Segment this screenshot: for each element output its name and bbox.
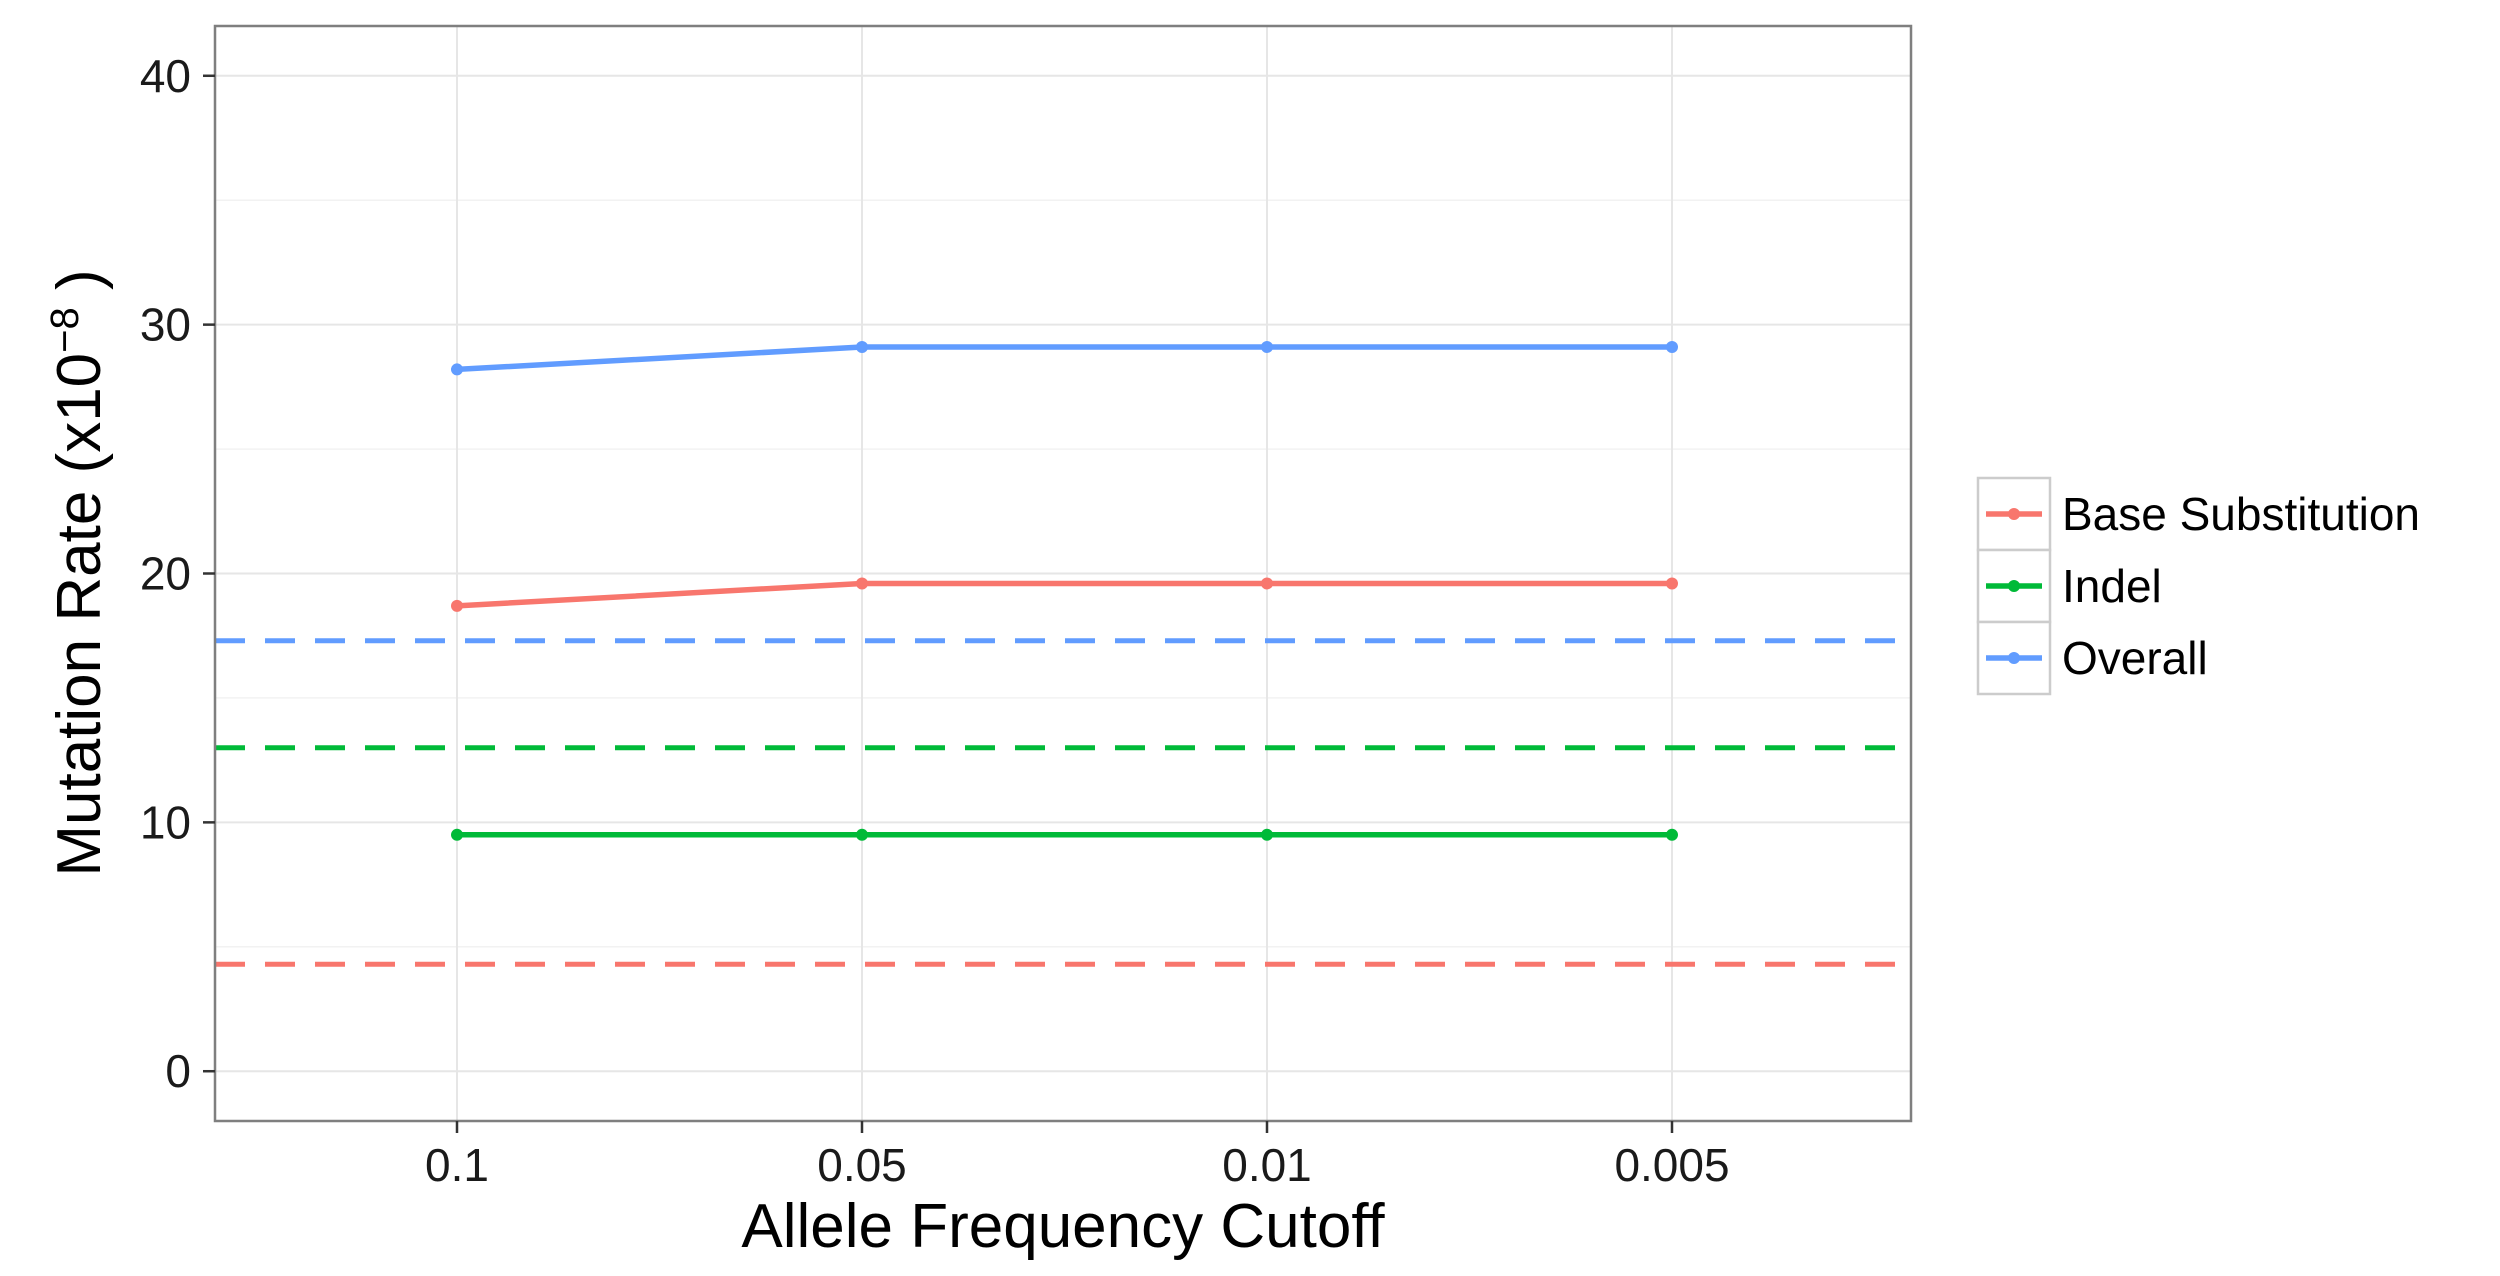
data-point — [451, 599, 463, 612]
data-point — [856, 828, 868, 841]
legend-label: Base Substitution — [2062, 488, 2420, 540]
legend-label: Overall — [2062, 632, 2208, 684]
y-tick-label: 20 — [140, 548, 191, 600]
y-axis-title-exponent: −8 — [43, 307, 87, 353]
data-point — [1261, 341, 1273, 354]
y-tick-label: 40 — [140, 50, 191, 102]
data-point — [856, 577, 868, 590]
data-point — [451, 828, 463, 841]
y-tick-label: 10 — [140, 796, 191, 848]
major-gridlines — [215, 26, 1911, 1121]
x-tick-label: 0.005 — [1614, 1139, 1729, 1191]
reference-lines — [215, 638, 1911, 967]
y-tick-label: 30 — [140, 299, 191, 351]
series-line — [456, 580, 1672, 609]
series-points — [451, 341, 1678, 841]
data-point — [451, 363, 463, 376]
legend-key-point — [2008, 652, 2020, 664]
x-tick-label: 0.01 — [1222, 1139, 1312, 1191]
series-lines — [456, 344, 1672, 838]
legend-key-point — [2008, 508, 2020, 520]
legend-label: Indel — [2062, 560, 2162, 612]
data-point — [1261, 828, 1273, 841]
y-axis-title-main: Mutation Rate (x10 — [45, 353, 114, 877]
legend-key-point — [2008, 580, 2020, 592]
data-point — [1666, 577, 1678, 590]
y-axis: 0 10 20 30 40 — [140, 50, 215, 1097]
data-point — [1261, 577, 1273, 590]
series-line — [456, 344, 1672, 373]
legend: Base Substitution Indel Overall — [1976, 476, 2420, 696]
y-tick-label: 0 — [165, 1045, 191, 1097]
data-point — [1666, 341, 1678, 354]
minor-gridlines — [215, 199, 1911, 948]
x-axis: 0.1 0.05 0.01 0.005 — [425, 1121, 1730, 1191]
x-tick-label: 0.1 — [425, 1139, 489, 1191]
data-point — [1666, 828, 1678, 841]
x-tick-label: 0.05 — [817, 1139, 907, 1191]
x-axis-title: Allele Frequency Cutoff — [741, 1192, 1385, 1261]
data-point — [856, 341, 868, 354]
y-axis-title: Mutation Rate (x10−8 ) — [43, 269, 114, 876]
y-axis-title-close: ) — [45, 269, 114, 307]
